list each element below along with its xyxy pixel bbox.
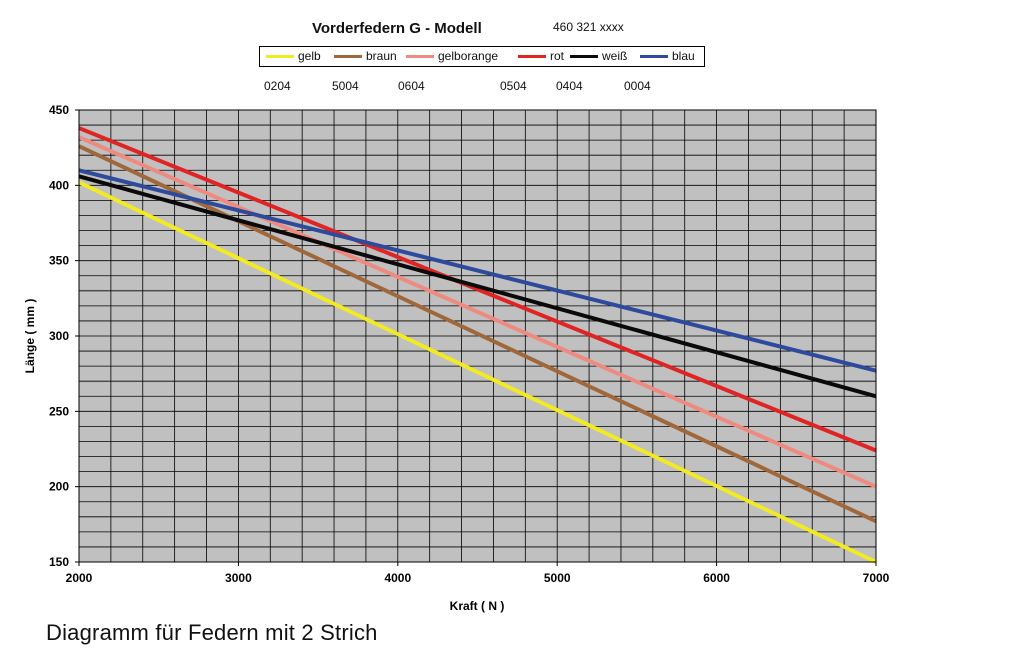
- legend-swatch-gelb: [266, 55, 294, 59]
- series-line-weiß: [78, 174, 877, 399]
- series-line-braun: [78, 144, 877, 524]
- legend-label: gelborange: [438, 49, 499, 63]
- x-axis-label: Kraft ( N ): [450, 599, 505, 613]
- series-line-gelborange: [78, 135, 877, 489]
- legend-swatch-gelborange: [406, 55, 434, 59]
- x-tick-label: 7000: [863, 571, 890, 585]
- series-line-rot: [78, 126, 877, 453]
- x-tick-label: 2000: [66, 571, 93, 585]
- legend-item-gelb: gelb: [266, 49, 321, 64]
- legend-item-blau: blau: [640, 49, 695, 64]
- y-tick-label: 250: [49, 404, 69, 418]
- y-axis-ticks: 150 200 250 300 350 400 450: [49, 103, 79, 569]
- series-line-gelb: [78, 180, 877, 564]
- x-tick-label: 5000: [544, 571, 571, 585]
- legend-label: rot: [550, 49, 565, 63]
- legend-label: blau: [672, 49, 695, 63]
- legend-item-rot: rot: [518, 49, 564, 64]
- y-tick-label: 350: [49, 254, 69, 268]
- legend-swatch-braun: [334, 55, 362, 59]
- x-axis-ticks: 2000 3000 4000 5000 6000 7000: [66, 562, 890, 585]
- chart-title: Vorderfedern G - Modell: [312, 20, 482, 37]
- part-number: 460 321 xxxx: [553, 20, 624, 34]
- x-tick-label: 6000: [703, 571, 730, 585]
- code-weiss: 0404: [556, 79, 583, 93]
- y-tick-label: 150: [49, 555, 69, 569]
- code-blau: 0004: [624, 79, 651, 93]
- legend-label: braun: [366, 49, 397, 63]
- y-tick-label: 400: [49, 178, 69, 192]
- legend-item-gelborange: gelborange: [406, 49, 498, 64]
- x-tick-label: 3000: [225, 571, 252, 585]
- legend: gelb braun gelborange rot weiß blau: [259, 46, 705, 67]
- legend-swatch-rot: [518, 55, 546, 59]
- y-tick-label: 300: [49, 329, 69, 343]
- code-gelb: 0204: [264, 79, 291, 93]
- legend-item-braun: braun: [334, 49, 397, 64]
- legend-item-weiss: weiß: [570, 49, 627, 64]
- series-line-blau: [78, 168, 877, 373]
- legend-label: weiß: [602, 49, 628, 63]
- legend-label: gelb: [298, 49, 321, 63]
- code-rot: 0504: [500, 79, 527, 93]
- legend-swatch-blau: [640, 55, 668, 59]
- series-lines: [78, 126, 877, 564]
- y-tick-label: 200: [49, 480, 69, 494]
- y-axis-label: Länge ( mm ): [23, 299, 37, 374]
- legend-swatch-weiss: [570, 55, 598, 59]
- caption: Diagramm für Federn mit 2 Strich: [46, 620, 378, 645]
- code-gelborange: 0604: [398, 79, 425, 93]
- y-tick-label: 450: [49, 103, 69, 117]
- x-tick-label: 4000: [384, 571, 411, 585]
- code-braun: 5004: [332, 79, 359, 93]
